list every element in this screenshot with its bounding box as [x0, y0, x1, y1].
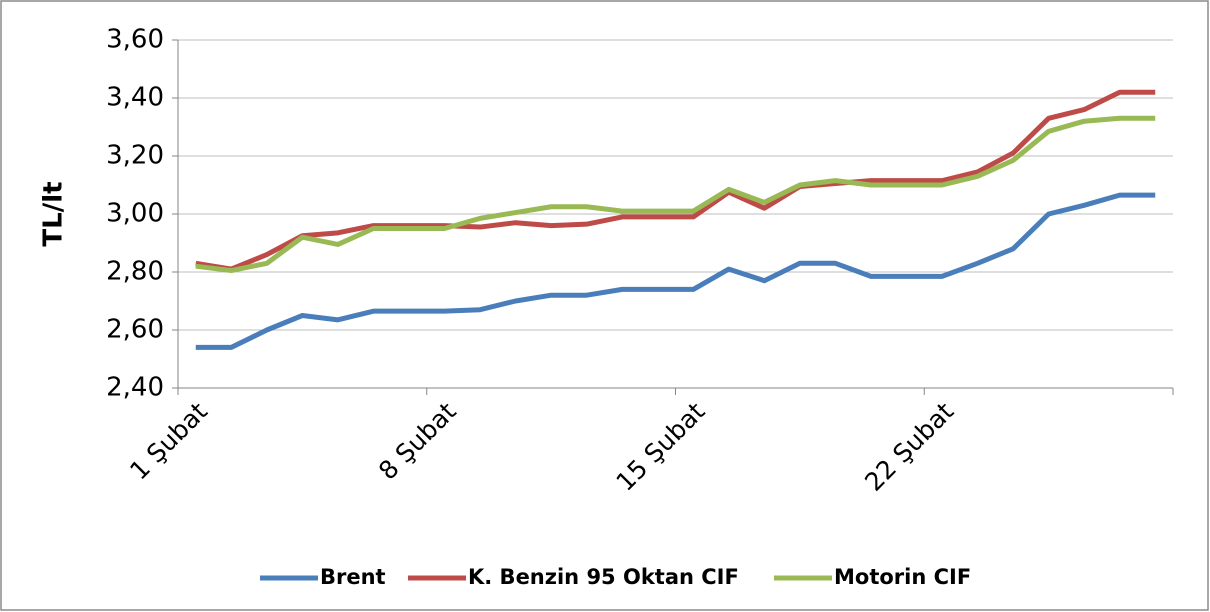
y-tick-label: 2,40: [106, 373, 164, 403]
series-line: [195, 115, 1156, 274]
y-axis-label: TL/lt: [39, 181, 69, 246]
legend-label: K. Benzin 95 Oktan CIF: [468, 565, 739, 589]
y-tick-label: 3,60: [106, 25, 164, 55]
y-tick-label: 3,00: [106, 199, 164, 229]
y-tick-label: 3,40: [106, 83, 164, 113]
y-tick-label: 2,60: [106, 315, 164, 345]
y-tick-label: 3,20: [106, 141, 164, 171]
series-line: [195, 192, 1156, 350]
legend-label: Brent: [320, 565, 386, 589]
series-line: [195, 89, 1156, 272]
legend-label: Motorin CIF: [834, 565, 971, 589]
y-tick-label: 2,80: [106, 257, 164, 287]
